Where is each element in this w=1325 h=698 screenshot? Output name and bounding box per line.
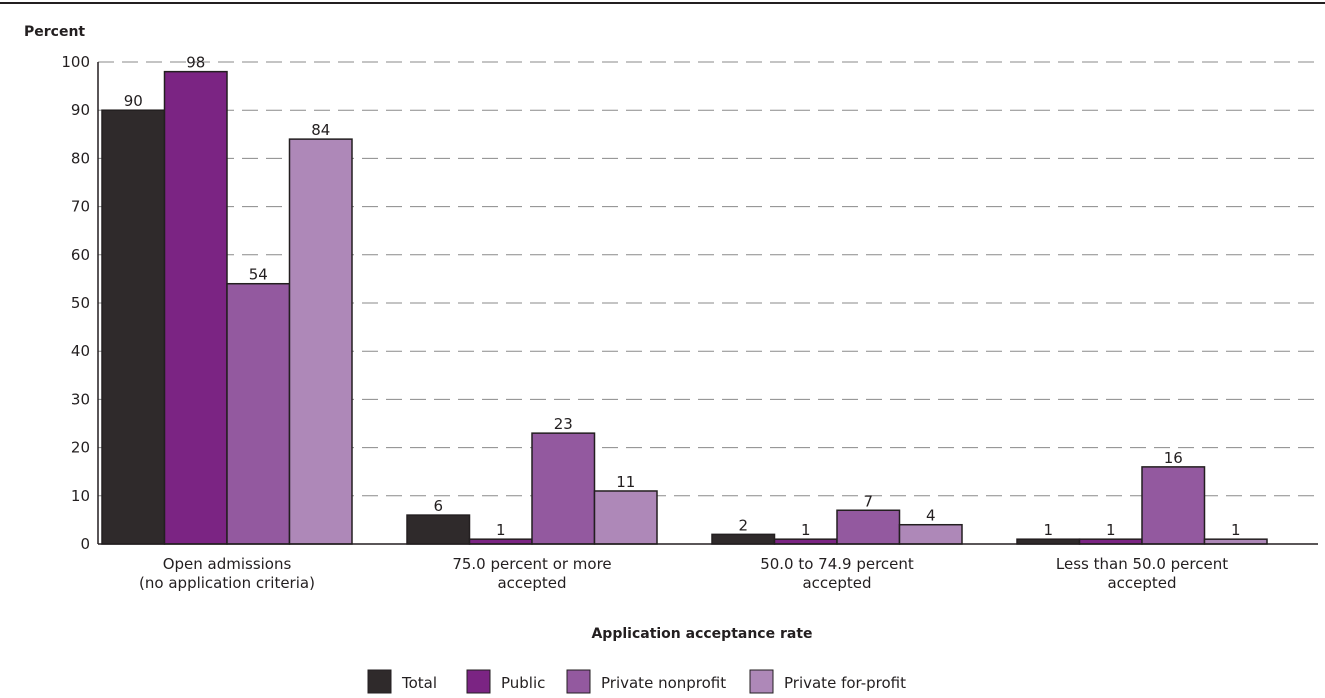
y-tick-label: 80 [71,149,90,167]
y-tick-label: 0 [80,535,90,553]
data-label: 90 [124,92,143,110]
data-label: 1 [1043,521,1053,539]
y-axis-title: Percent [24,24,85,40]
data-label: 16 [1164,449,1183,467]
data-label: 84 [311,121,330,139]
category-label: accepted [802,574,871,592]
legend-label: Total [401,674,437,692]
data-label: 1 [801,521,811,539]
legend-label: Private for-profit [784,674,906,692]
y-tick-label: 70 [71,198,90,216]
legend-label: Private nonprofit [601,674,726,692]
data-label: 1 [496,521,506,539]
y-tick-label: 100 [61,53,90,71]
category-label: Open admissions [163,555,292,573]
bar [226,282,291,545]
y-tick-label: 10 [71,487,90,505]
y-tick-label: 50 [71,294,90,312]
y-tick-label: 40 [71,342,90,360]
data-label: 11 [616,473,635,491]
data-label: 2 [738,516,748,534]
data-label: 1 [1231,521,1241,539]
bars [101,70,1268,545]
bar [1141,466,1206,545]
data-label: 4 [926,507,936,525]
data-label: 7 [863,492,873,510]
legend-label: Public [501,674,545,692]
bar [288,138,353,545]
category-labels: Open admissions(no application criteria)… [139,555,1228,592]
y-tick-labels: 0 10 20 30 40 50 60 70 80 90 100 [61,53,90,553]
bar [898,523,963,545]
category-label: accepted [497,574,566,592]
data-label: 54 [249,266,268,284]
legend-swatch [566,669,591,694]
data-label: 98 [186,54,205,72]
category-label: 75.0 percent or more [452,555,611,573]
y-tick-label: 90 [71,101,90,119]
data-label: 1 [1106,521,1116,539]
x-axis-title: Application acceptance rate [591,626,812,642]
bar [531,432,596,545]
category-label: (no application criteria) [139,574,315,592]
category-label: 50.0 to 74.9 percent [760,555,914,573]
bar [836,509,901,545]
bar [711,533,776,545]
bar [101,109,166,545]
legend-swatch [367,669,392,694]
bar [406,514,471,545]
bar [163,70,228,545]
data-label: 23 [554,415,573,433]
y-tick-label: 30 [71,390,90,408]
category-label: accepted [1107,574,1176,592]
legend-swatch [749,669,774,694]
y-tick-label: 60 [71,246,90,264]
bar [593,490,658,545]
legend: Total Public Private nonprofit Private for-… [367,669,906,694]
category-label: Less than 50.0 percent [1056,555,1228,573]
legend-swatch [466,669,491,694]
data-label: 6 [433,497,443,515]
y-tick-label: 20 [71,439,90,457]
